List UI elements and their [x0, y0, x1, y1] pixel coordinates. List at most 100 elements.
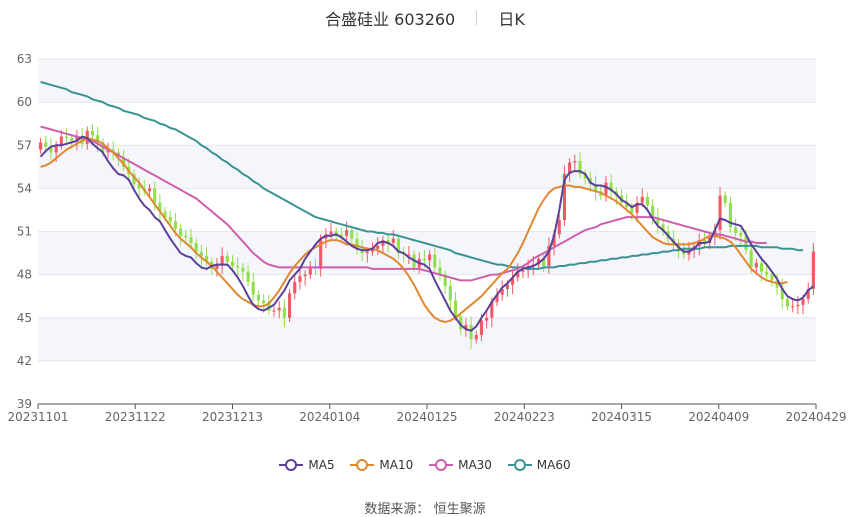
candle-body — [754, 263, 758, 268]
x-tick-label: 20240429 — [785, 410, 846, 424]
candle-body — [277, 307, 281, 311]
candle-body — [106, 149, 110, 153]
candle-body — [770, 274, 774, 281]
plot-band — [38, 59, 816, 103]
y-tick-label: 54 — [17, 181, 32, 195]
candle-body — [246, 271, 250, 282]
candle-body — [215, 264, 219, 269]
candle-body — [199, 251, 203, 256]
legend-item-ma30[interactable]: MA30 — [429, 458, 492, 472]
candle-body — [723, 195, 727, 203]
candle-body — [287, 293, 292, 318]
legend-ma5-label: MA5 — [308, 458, 335, 472]
candle-body — [500, 289, 504, 295]
candle-body — [163, 211, 167, 218]
candle-body — [749, 250, 753, 268]
y-tick-label: 57 — [17, 138, 32, 152]
candle-body — [365, 251, 369, 254]
candle-body — [147, 188, 152, 192]
legend-item-ma5[interactable]: MA5 — [279, 458, 335, 472]
candle-body — [236, 266, 240, 268]
candlestick-chart[interactable]: 39 42 45 48 51 54 57 60 63 20231101 20231122 202312… — [0, 0, 850, 440]
candle-body — [334, 231, 338, 235]
candle-body — [759, 263, 764, 272]
candle-body — [64, 136, 69, 139]
candle-body — [552, 234, 556, 246]
legend-item-ma60[interactable]: MA60 — [507, 458, 571, 472]
candle-body — [448, 286, 452, 301]
candle-body — [443, 274, 447, 287]
candle-body — [329, 231, 333, 235]
candle-body — [474, 335, 478, 340]
candle-body — [516, 271, 520, 278]
candle-body — [54, 145, 58, 153]
candle-body — [262, 300, 266, 304]
x-tick-label: 20240409 — [688, 410, 749, 424]
y-tick-label: 60 — [17, 95, 32, 109]
candle-body — [583, 174, 587, 179]
source-value: 恒生聚源 — [433, 502, 486, 517]
candle-body — [573, 161, 577, 163]
x-tick-label: 20240315 — [591, 410, 652, 424]
candle-body — [609, 182, 613, 192]
title-divider — [476, 11, 478, 25]
x-tick-label: 20231101 — [7, 410, 68, 424]
candle-body — [464, 324, 468, 330]
candle-body — [604, 182, 608, 196]
candle-body — [536, 258, 541, 265]
candle-body — [189, 237, 193, 243]
candle-body — [75, 136, 79, 141]
candle-body — [785, 299, 790, 307]
candle-body — [568, 162, 572, 174]
candle-body — [90, 130, 95, 136]
candle-body — [459, 316, 463, 330]
candle-body — [184, 235, 188, 238]
candle-body — [345, 230, 349, 236]
candle-body — [728, 202, 732, 228]
x-tick-label: 20240223 — [494, 410, 555, 424]
candle-body — [272, 310, 276, 312]
candle-body — [562, 174, 567, 220]
candle-body — [765, 271, 769, 275]
candle-body — [739, 232, 743, 236]
candle-body — [355, 238, 359, 249]
candle-body — [801, 299, 805, 305]
candle-body — [640, 197, 644, 203]
candle-body — [122, 156, 126, 167]
candle-body — [59, 136, 63, 146]
candle-body — [806, 289, 810, 300]
candle-body — [625, 202, 629, 208]
candle-body — [194, 243, 198, 252]
candle-body — [718, 195, 722, 231]
candle-body — [391, 238, 395, 243]
x-tick-label: 20240104 — [299, 410, 360, 424]
candle-body — [521, 270, 525, 272]
candle-body — [594, 184, 598, 192]
candle-body — [44, 142, 48, 147]
candle-body — [542, 258, 546, 266]
candle-body — [469, 324, 473, 340]
candle-body — [547, 245, 551, 266]
candle-body — [702, 240, 707, 243]
y-tick-label: 51 — [17, 225, 32, 239]
candle-body — [495, 294, 499, 302]
y-tick-label: 42 — [17, 354, 32, 368]
candle-body — [303, 274, 307, 277]
candle-body — [339, 234, 343, 236]
candle-body — [630, 207, 634, 213]
chart-title: 合盛硅业 603260 日K — [0, 6, 850, 30]
candle-body — [350, 230, 354, 239]
candle-body — [386, 240, 390, 243]
candle-body — [220, 255, 224, 265]
legend-item-ma10[interactable]: MA10 — [350, 458, 413, 472]
candle-body — [396, 238, 401, 254]
y-tick-label: 63 — [17, 52, 32, 66]
candle-body — [256, 294, 260, 301]
candle-body — [656, 217, 660, 225]
legend: MA5 MA10 MA30 MA60 — [0, 458, 850, 475]
candle-body — [438, 267, 442, 275]
candle-body — [168, 217, 172, 222]
candle-body — [505, 284, 509, 289]
candle-body — [661, 224, 665, 232]
candle-body — [490, 301, 494, 318]
